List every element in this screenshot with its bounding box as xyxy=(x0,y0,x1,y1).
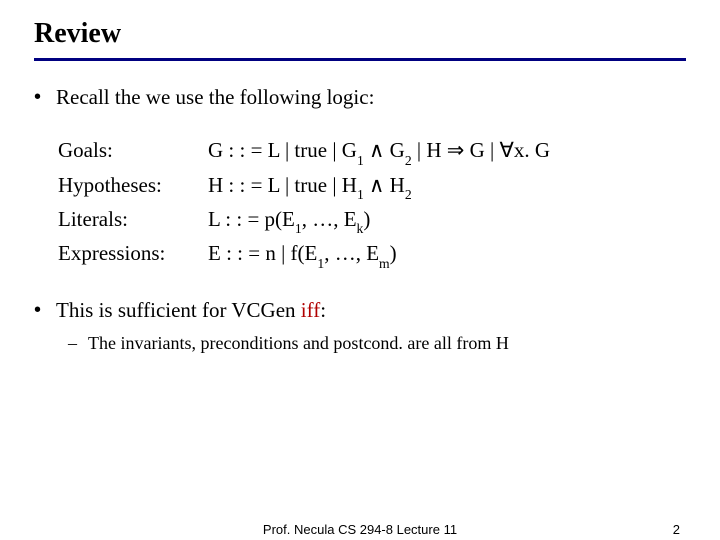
bullet-1-text: Recall the we use the following logic: xyxy=(56,83,374,112)
grammar-def: H : : = L | true | H1 ∧ H2 xyxy=(208,169,686,203)
sub-bullet-1-text: The invariants, preconditions and postco… xyxy=(88,331,509,356)
grammar-row-goals: Goals: G : : = L | true | G1 ∧ G2 | H ⇒ … xyxy=(58,134,686,168)
bullet-2-iff: iff xyxy=(301,298,320,322)
grammar-def: L : : = p(E1, …, Ek) xyxy=(208,203,686,237)
bullet-1: • Recall the we use the following logic: xyxy=(34,83,686,112)
grammar-label: Expressions: xyxy=(58,237,208,271)
title-underline xyxy=(34,58,686,61)
bullet-2: • This is sufficient for VCGen iff: xyxy=(34,296,686,325)
dash-icon: – xyxy=(68,331,88,356)
slide: Review • Recall the we use the following… xyxy=(0,0,720,540)
grammar-label: Goals: xyxy=(58,134,208,168)
bullet-dot-icon: • xyxy=(34,296,56,324)
footer-center-text: Prof. Necula CS 294-8 Lecture 11 xyxy=(0,522,720,537)
bullet-dot-icon: • xyxy=(34,83,56,111)
grammar-label: Hypotheses: xyxy=(58,169,208,203)
grammar-row-literals: Literals: L : : = p(E1, …, Ek) xyxy=(58,203,686,237)
grammar-label: Literals: xyxy=(58,203,208,237)
grammar-def: E : : = n | f(E1, …, Em) xyxy=(208,237,686,271)
grammar-def: G : : = L | true | G1 ∧ G2 | H ⇒ G | ∀x.… xyxy=(208,134,686,168)
grammar-row-hypotheses: Hypotheses: H : : = L | true | H1 ∧ H2 xyxy=(58,169,686,203)
footer-page-number: 2 xyxy=(673,522,680,537)
bullet-2-pre: This is sufficient for VCGen xyxy=(56,298,301,322)
sub-bullet-1: – The invariants, preconditions and post… xyxy=(34,331,686,356)
slide-title: Review xyxy=(34,18,686,50)
bullet-2-post: : xyxy=(320,298,326,322)
slide-content: • Recall the we use the following logic:… xyxy=(34,83,686,356)
grammar-row-expressions: Expressions: E : : = n | f(E1, …, Em) xyxy=(58,237,686,271)
grammar-block: Goals: G : : = L | true | G1 ∧ G2 | H ⇒ … xyxy=(34,134,686,271)
bullet-2-text: This is sufficient for VCGen iff: xyxy=(56,296,326,325)
